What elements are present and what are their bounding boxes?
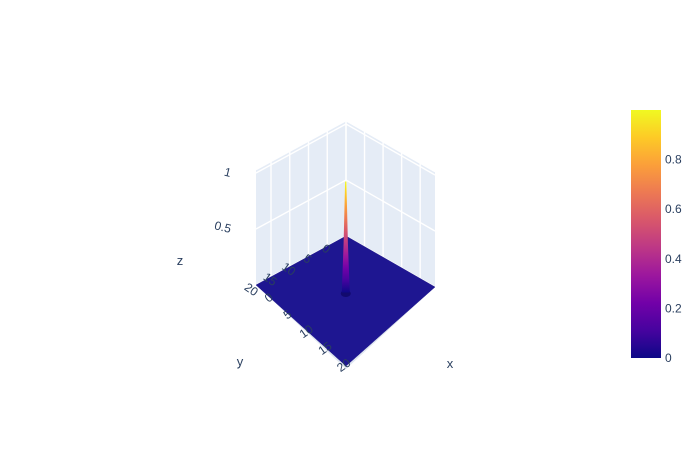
colorbar: 0 0.2 0.4 0.6 0.8	[631, 110, 682, 365]
surface-peak	[340, 181, 351, 297]
grid-lines	[255, 119, 436, 288]
colorbar-rect	[631, 110, 661, 358]
surface-base	[255, 235, 436, 367]
colorbar-tick-label: 0.8	[665, 153, 682, 167]
colorbar-tick-label: 0.2	[665, 301, 682, 315]
wall-top-edge	[255, 119, 436, 173]
x-axis-title: x	[447, 356, 454, 371]
grid-line-z	[255, 123, 436, 176]
axis-titles: x y z	[177, 253, 454, 371]
z-axis-title: z	[177, 253, 184, 268]
y-axis-title: y	[237, 354, 244, 369]
colorbar-tick-label: 0.6	[665, 202, 682, 216]
colorbar-tick-label: 0.4	[665, 252, 682, 266]
z-tick-label: 1	[223, 165, 233, 180]
back-wall-left	[256, 120, 346, 285]
surface-plane	[255, 235, 436, 367]
z-tick-label: 0.5	[213, 218, 233, 236]
colorbar-tick-label: 0	[665, 351, 672, 365]
peak-spike	[341, 181, 350, 293]
grid-line-z	[255, 179, 436, 232]
